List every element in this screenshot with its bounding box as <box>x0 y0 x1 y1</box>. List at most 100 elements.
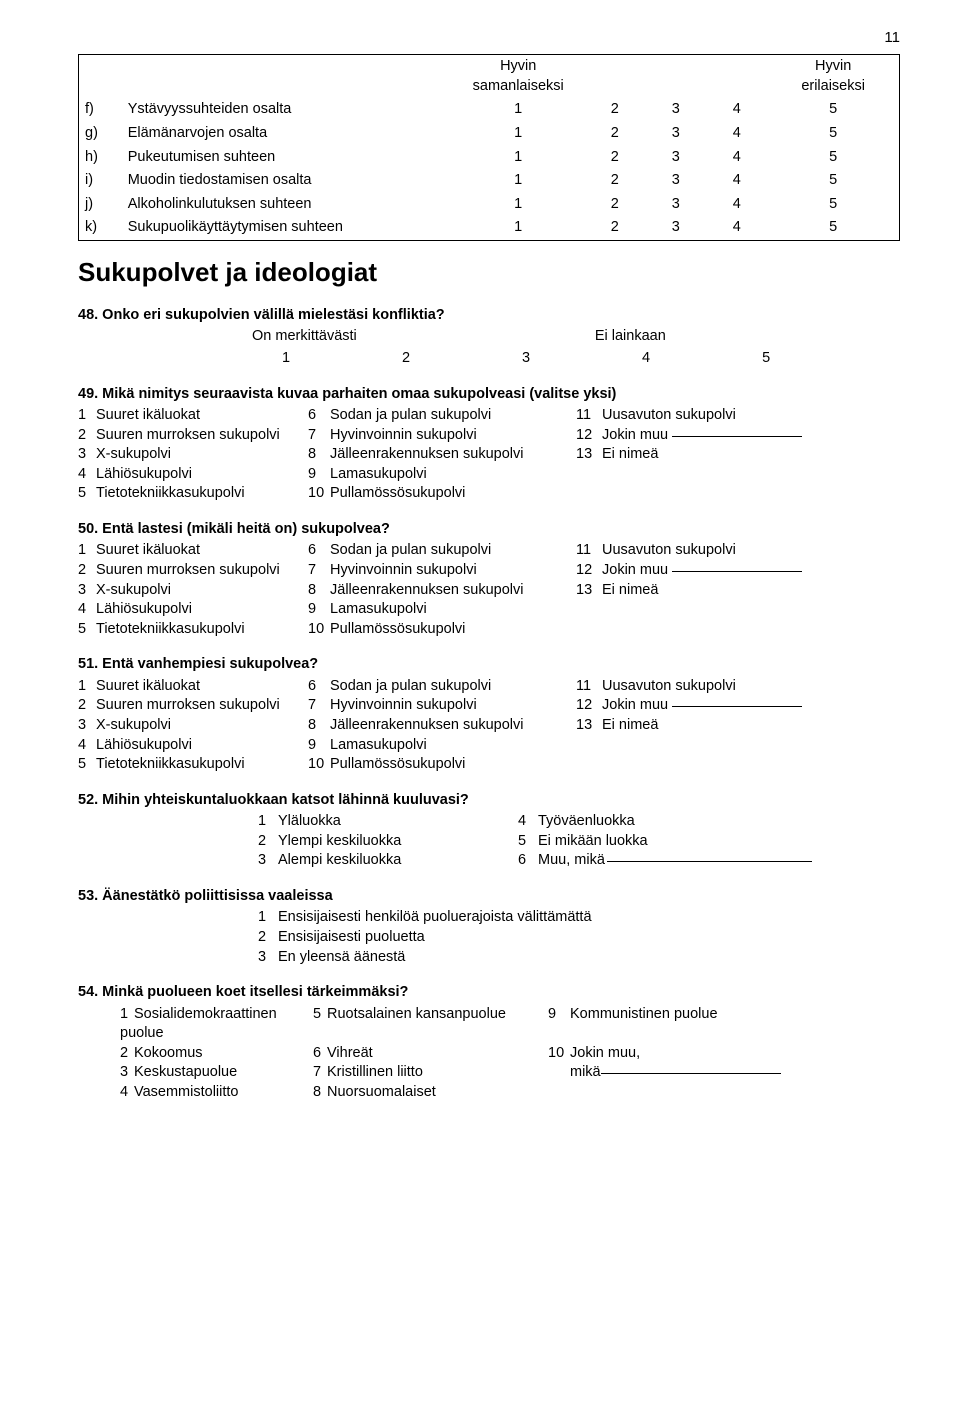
rating-cell[interactable]: 3 <box>645 216 706 240</box>
rating-cell[interactable]: 2 <box>584 146 645 170</box>
option-num[interactable]: 3 <box>78 716 96 736</box>
rating-cell[interactable]: 4 <box>706 169 767 193</box>
option-num[interactable]: 10 <box>548 1044 570 1064</box>
option-num[interactable]: 7 <box>313 1063 327 1083</box>
option-num[interactable]: 11 <box>576 541 602 561</box>
option-num[interactable]: 2 <box>258 928 278 948</box>
option-num[interactable]: 1 <box>120 1005 134 1025</box>
fill-in-blank[interactable] <box>601 1073 781 1074</box>
option-num[interactable]: 1 <box>78 541 96 561</box>
q48-opt-1[interactable]: 1 <box>228 349 344 369</box>
option-num[interactable]: 8 <box>308 581 330 601</box>
option-num[interactable]: 4 <box>78 736 96 756</box>
option-row: 3X-sukupolvi8Jälleenrakennuksen sukupolv… <box>78 581 900 601</box>
option-num[interactable]: 9 <box>308 465 330 485</box>
option-num[interactable]: 6 <box>308 677 330 697</box>
option-num[interactable]: 3 <box>258 851 278 871</box>
option-num[interactable]: 8 <box>308 445 330 465</box>
option-num[interactable]: 6 <box>313 1044 327 1064</box>
option-num[interactable]: 12 <box>576 561 602 581</box>
option-num[interactable]: 5 <box>78 755 96 775</box>
option-num[interactable]: 2 <box>78 696 96 716</box>
option-num[interactable]: 12 <box>576 426 602 446</box>
rating-cell[interactable]: 4 <box>706 122 767 146</box>
rating-cell[interactable]: 1 <box>452 193 584 217</box>
rating-cell[interactable]: 4 <box>706 98 767 122</box>
option-num[interactable]: 1 <box>78 406 96 426</box>
rating-cell[interactable]: 1 <box>452 146 584 170</box>
rating-cell[interactable]: 2 <box>584 122 645 146</box>
option-num[interactable]: 2 <box>258 832 278 852</box>
option-num[interactable]: 5 <box>78 620 96 640</box>
rating-cell[interactable]: 4 <box>706 193 767 217</box>
option-num[interactable]: 13 <box>576 445 602 465</box>
option-num[interactable]: 8 <box>313 1083 327 1103</box>
option-num[interactable]: 11 <box>576 406 602 426</box>
fill-in-blank[interactable] <box>672 571 802 572</box>
fill-in-blank[interactable] <box>607 861 812 862</box>
option-num[interactable]: 1 <box>78 677 96 697</box>
option-num[interactable]: 9 <box>308 736 330 756</box>
q48-opt-4[interactable]: 4 <box>588 349 704 369</box>
option-num[interactable]: 3 <box>258 948 278 968</box>
option-num[interactable]: 9 <box>548 1005 570 1025</box>
rating-cell[interactable]: 3 <box>645 193 706 217</box>
option-num[interactable]: 5 <box>518 832 538 852</box>
option-num[interactable]: 7 <box>308 561 330 581</box>
rating-cell[interactable]: 4 <box>706 146 767 170</box>
option-num[interactable]: 3 <box>78 445 96 465</box>
rating-cell[interactable]: 1 <box>452 98 584 122</box>
fill-in-blank[interactable] <box>672 436 802 437</box>
option-num[interactable]: 10 <box>308 620 330 640</box>
rating-cell[interactable]: 4 <box>706 216 767 240</box>
option-num[interactable]: 2 <box>78 426 96 446</box>
option-num[interactable]: 10 <box>308 755 330 775</box>
rating-cell[interactable]: 5 <box>767 122 899 146</box>
option-num[interactable]: 6 <box>518 851 538 871</box>
q48-opt-2[interactable]: 2 <box>348 349 464 369</box>
option-num[interactable]: 6 <box>308 541 330 561</box>
option-num[interactable]: 12 <box>576 696 602 716</box>
option-num[interactable]: 2 <box>78 561 96 581</box>
rating-cell[interactable]: 1 <box>452 169 584 193</box>
option-num[interactable]: 6 <box>308 406 330 426</box>
option-num[interactable]: 10 <box>308 484 330 504</box>
rating-cell[interactable]: 3 <box>645 146 706 170</box>
fill-in-blank[interactable] <box>672 706 802 707</box>
rating-cell[interactable]: 5 <box>767 98 899 122</box>
option-num[interactable]: 7 <box>308 426 330 446</box>
option-num[interactable]: 5 <box>313 1005 327 1025</box>
option-num[interactable]: 7 <box>308 696 330 716</box>
option-num[interactable]: 4 <box>78 600 96 620</box>
option-num[interactable]: 11 <box>576 677 602 697</box>
option-num[interactable]: 4 <box>518 812 538 832</box>
option-num[interactable]: 13 <box>576 581 602 601</box>
q48-opt-3[interactable]: 3 <box>468 349 584 369</box>
rating-cell[interactable]: 2 <box>584 169 645 193</box>
rating-cell[interactable]: 2 <box>584 193 645 217</box>
rating-cell[interactable]: 5 <box>767 146 899 170</box>
option-num[interactable]: 2 <box>120 1044 134 1064</box>
option-num[interactable]: 4 <box>120 1083 134 1103</box>
option-num[interactable]: 3 <box>78 581 96 601</box>
rating-cell[interactable]: 2 <box>584 216 645 240</box>
option-num[interactable]: 8 <box>308 716 330 736</box>
rating-cell[interactable]: 1 <box>452 216 584 240</box>
rating-cell[interactable]: 5 <box>767 216 899 240</box>
option-num[interactable]: 1 <box>258 812 278 832</box>
rating-cell[interactable]: 5 <box>767 169 899 193</box>
rating-cell[interactable]: 5 <box>767 193 899 217</box>
option-num[interactable]: 9 <box>308 600 330 620</box>
q48-opt-5[interactable]: 5 <box>708 349 824 369</box>
rating-cell[interactable]: 1 <box>452 122 584 146</box>
rating-cell[interactable]: 3 <box>645 98 706 122</box>
option-num[interactable]: 3 <box>120 1063 134 1083</box>
option-num[interactable]: 13 <box>576 716 602 736</box>
option-num[interactable]: 1 <box>258 908 278 928</box>
option-num[interactable]: 4 <box>78 465 96 485</box>
option-num[interactable]: 5 <box>78 484 96 504</box>
matrix-row: k)Sukupuolikäyttäytymisen suhteen12345 <box>79 216 900 240</box>
rating-cell[interactable]: 3 <box>645 169 706 193</box>
rating-cell[interactable]: 2 <box>584 98 645 122</box>
rating-cell[interactable]: 3 <box>645 122 706 146</box>
